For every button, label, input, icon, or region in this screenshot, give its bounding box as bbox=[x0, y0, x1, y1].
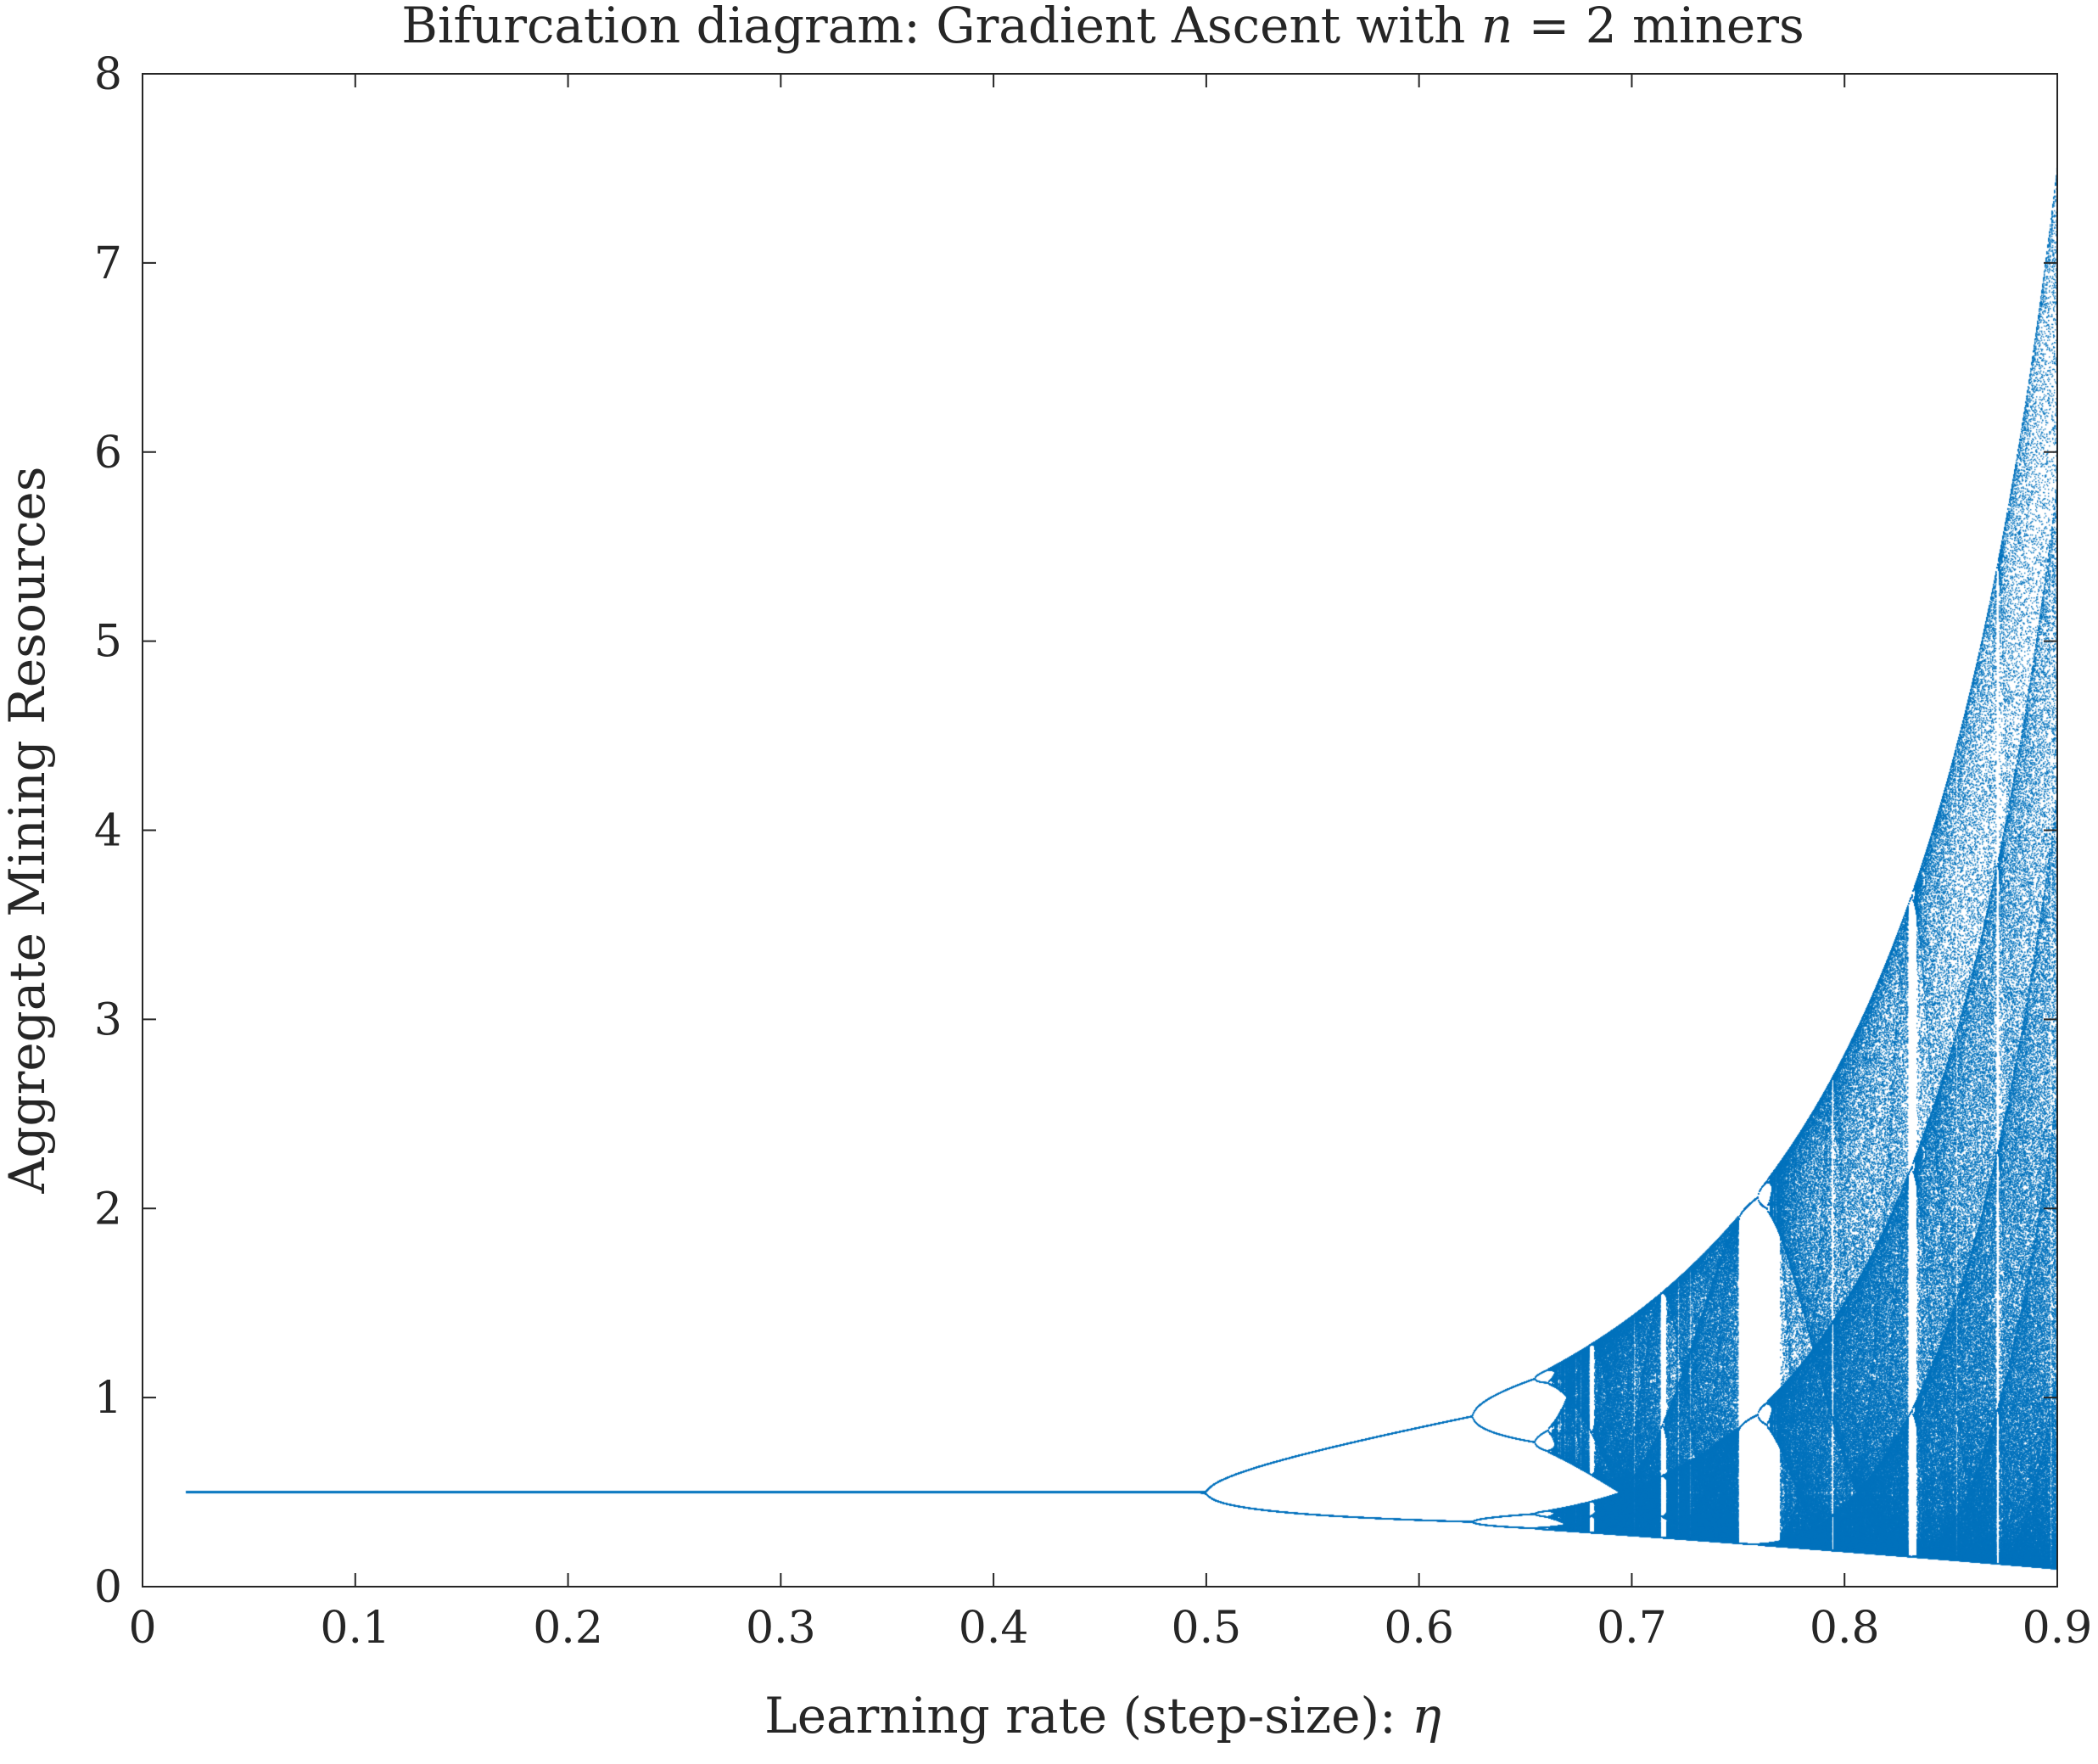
x-tick-label: 0.9 bbox=[2022, 1603, 2093, 1654]
chart-title-var: n bbox=[1481, 0, 1513, 54]
chart-title-value: 2 bbox=[1586, 0, 1617, 54]
y-tick-label: 2 bbox=[94, 1184, 122, 1235]
y-tick-label: 5 bbox=[94, 617, 122, 668]
x-axis-ticks: 0 0.1 0.2 0.3 0.4 0.5 0.6 0.7 0.8 0.9 bbox=[128, 74, 2092, 1654]
plot-area bbox=[143, 74, 2057, 1587]
y-tick-label: 0 bbox=[94, 1562, 122, 1613]
x-tick-label: 0.2 bbox=[533, 1603, 603, 1654]
x-axis-label-symbol: η bbox=[1412, 1687, 1441, 1744]
x-tick-label: 0.5 bbox=[1172, 1603, 1242, 1654]
x-tick-label: 0.3 bbox=[746, 1603, 816, 1654]
chart-title: Bifurcation diagram: Gradient Ascent wit… bbox=[401, 0, 1804, 54]
x-tick-label: 0 bbox=[128, 1603, 156, 1654]
bifurcation-points bbox=[143, 74, 2057, 1587]
x-tick-label: 0.7 bbox=[1597, 1603, 1667, 1654]
x-tick-label: 0.1 bbox=[320, 1603, 390, 1654]
scatter-series bbox=[143, 74, 2057, 1587]
y-tick-label: 4 bbox=[94, 806, 122, 857]
x-axis-label: Learning rate (step-size): η bbox=[764, 1687, 1441, 1744]
y-tick-label: 1 bbox=[94, 1373, 122, 1424]
chart-title-suffix: miners bbox=[1617, 0, 1804, 54]
y-tick-label: 6 bbox=[94, 428, 122, 479]
y-tick-label: 8 bbox=[94, 49, 122, 100]
x-tick-label: 0.8 bbox=[1810, 1603, 1880, 1654]
chart-title-prefix: Bifurcation diagram: Gradient Ascent wit… bbox=[401, 0, 1481, 54]
x-tick-label: 0.6 bbox=[1384, 1603, 1454, 1654]
x-tick-label: 0.4 bbox=[959, 1603, 1029, 1654]
y-axis-label: Aggregate Mining Resources bbox=[0, 466, 56, 1194]
y-tick-label: 3 bbox=[94, 994, 122, 1045]
y-axis-ticks: 0 1 2 3 4 5 6 7 8 bbox=[94, 49, 2057, 1613]
x-axis-label-text: Learning rate (step-size): bbox=[764, 1687, 1412, 1744]
y-tick-label: 7 bbox=[94, 238, 122, 289]
chart-title-eq: = bbox=[1513, 0, 1585, 54]
